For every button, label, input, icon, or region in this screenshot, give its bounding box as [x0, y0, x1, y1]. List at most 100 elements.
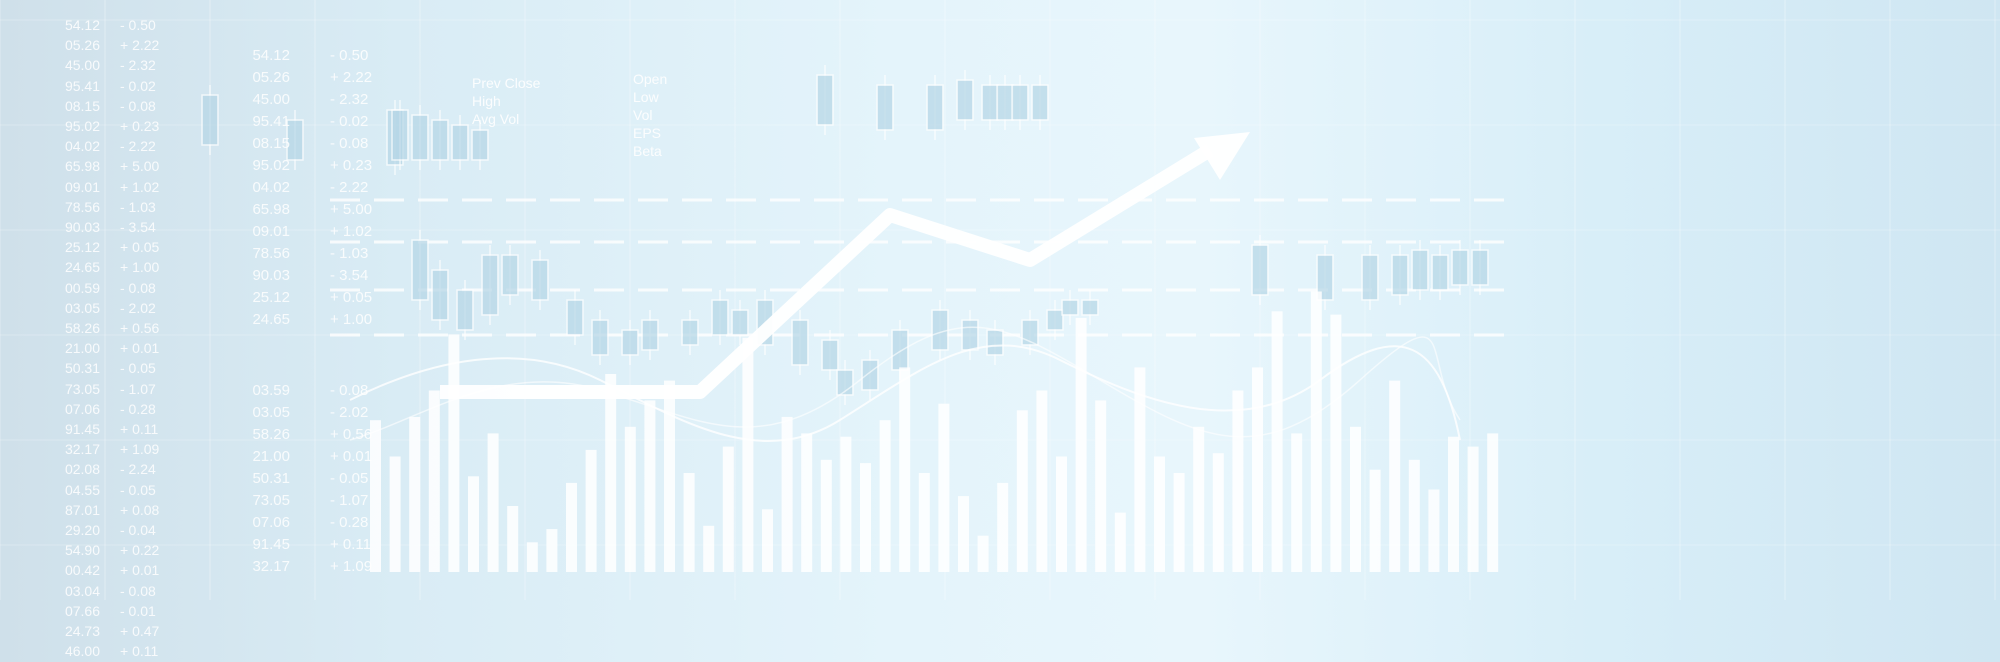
ticker-change: - 0.50: [330, 47, 369, 64]
volume-bar: [370, 420, 381, 572]
ticker-change: + 0.23: [120, 118, 160, 135]
candle-body: [641, 319, 659, 351]
ticker-changes-mid: - 0.50 + 2.22 - 2.32 - 0.02 - 0.08 + 0.23 - 2.…: [330, 45, 390, 331]
volume-bar: [1389, 380, 1401, 572]
candle-body: [681, 319, 699, 346]
stat-label: EPS: [633, 125, 662, 141]
ticker-change: - 0.05: [330, 470, 369, 487]
volume-bar: [487, 433, 499, 572]
ticker-change: - 2.32: [330, 91, 369, 108]
volume-bar: [507, 506, 519, 572]
ticker-price: 65.98: [64, 158, 100, 175]
candle-body: [1021, 319, 1039, 346]
candle-body: [791, 319, 809, 366]
candle-body: [1046, 309, 1064, 331]
ticker-price: 90.03: [252, 267, 290, 284]
ticker-change: - 0.05: [120, 360, 156, 377]
candle-body: [961, 319, 979, 351]
volume-bar: [683, 473, 695, 572]
ticker-change: + 0.01: [330, 448, 373, 465]
candle-body: [431, 119, 449, 161]
ticker-price: 91.45: [64, 421, 100, 438]
volume-bar: [938, 403, 950, 572]
volume-bar: [958, 496, 969, 572]
volume-bar: [879, 420, 891, 572]
ticker-change: - 2.22: [330, 179, 369, 196]
candle-body: [711, 299, 729, 336]
ticker-price: 21.00: [64, 340, 100, 357]
candle-body: [621, 329, 639, 356]
candle-body: [821, 339, 839, 371]
ticker-change: - 2.22: [120, 138, 156, 155]
stat-label: Prev Close: [472, 75, 541, 91]
volume-bar: [1056, 456, 1067, 572]
ticker-change: + 0.22: [120, 542, 160, 559]
volume-bar: [1036, 390, 1048, 572]
ticker-price: 95.02: [64, 118, 100, 135]
ticker-change: - 2.32: [120, 57, 156, 74]
ticker-change: - 0.50: [120, 17, 156, 33]
ticker-price: 90.03: [64, 219, 100, 236]
ticker-change: + 1.00: [120, 259, 160, 276]
ticker-change: - 0.08: [330, 135, 369, 152]
candle-body: [891, 329, 909, 371]
volume-bar: [1291, 433, 1303, 572]
volume-bar: [468, 476, 479, 572]
stat-labels-right: Open Low Vol EPS Beta: [633, 70, 667, 160]
ticker-change: - 1.03: [120, 198, 156, 215]
volume-bar: [722, 446, 734, 572]
stat-label: Low: [633, 89, 659, 105]
ticker-change: + 1.02: [120, 178, 160, 195]
volume-bar: [977, 535, 989, 572]
candle-body: [286, 119, 304, 161]
ticker-change: - 2.02: [120, 299, 156, 316]
candle-body: [1316, 254, 1334, 301]
candle-body: [1391, 254, 1409, 296]
ticker-price: 21.00: [252, 448, 290, 465]
candle-body: [391, 109, 409, 161]
volume-bar: [605, 374, 617, 572]
ticker-changes-lower: - 0.08 - 2.02 + 0.56 + 0.01 - 0.05 - 1.07 - 0.…: [330, 380, 390, 578]
volume-bar: [1467, 446, 1479, 572]
ticker-change: + 0.56: [330, 426, 373, 443]
ticker-price: 00.42: [64, 562, 100, 579]
ticker-price: 78.56: [252, 245, 290, 262]
candle-body: [1031, 84, 1049, 121]
ticker-change: + 0.05: [330, 289, 373, 306]
ticker-change: - 1.07: [120, 380, 156, 397]
stat-label: Vol: [633, 107, 653, 123]
ticker-prices-lower: 03.59 03.05 58.26 21.00 50.31 73.05 07.06 91.45…: [230, 380, 290, 578]
ticker-price: 58.26: [64, 320, 100, 337]
ticker-change: + 0.11: [120, 421, 159, 438]
volume-bar: [1095, 400, 1107, 572]
volume-bar: [526, 542, 538, 572]
candle-body: [931, 309, 949, 351]
ticker-price: 45.00: [252, 91, 290, 108]
volume-bar: [1134, 367, 1146, 572]
ticker-price: 32.17: [64, 441, 100, 458]
ticker-price: 05.26: [252, 69, 290, 86]
ticker-change: + 1.02: [330, 223, 373, 240]
ticker-change: - 2.24: [120, 461, 156, 478]
candle-body: [501, 254, 519, 296]
candle-body: [1411, 249, 1429, 291]
volume-bar: [1350, 426, 1361, 572]
ticker-change: + 0.05: [120, 239, 160, 256]
ticker-change: + 0.11: [120, 643, 159, 660]
volume-bar: [1448, 436, 1459, 572]
volume-bar: [860, 463, 871, 572]
volume-bars: [370, 291, 1499, 572]
ticker-change: + 2.22: [120, 37, 160, 54]
volume-bar: [742, 337, 754, 572]
volume-bar: [820, 459, 832, 572]
volume-bar: [1330, 314, 1342, 572]
ticker-price: 95.41: [252, 113, 290, 130]
ticker-price: 03.05: [252, 404, 290, 421]
volume-bar: [1369, 469, 1381, 572]
candle-body: [996, 84, 1014, 121]
ticker-change: - 0.08: [330, 382, 369, 399]
ticker-price: 00.59: [64, 279, 100, 296]
ticker-change: + 0.47: [120, 623, 160, 640]
volume-bar: [546, 529, 558, 572]
volume-bar: [566, 482, 577, 572]
